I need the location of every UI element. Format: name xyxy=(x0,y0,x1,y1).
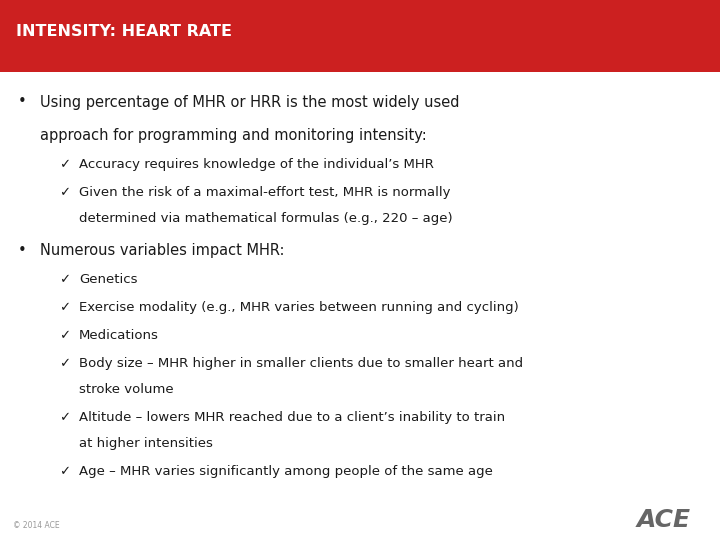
Text: Body size – MHR higher in smaller clients due to smaller heart and: Body size – MHR higher in smaller client… xyxy=(79,357,523,370)
Text: Exercise modality (e.g., MHR varies between running and cycling): Exercise modality (e.g., MHR varies betw… xyxy=(79,301,519,314)
Text: ✓: ✓ xyxy=(59,186,70,199)
Text: •: • xyxy=(18,94,27,110)
Text: ACE: ACE xyxy=(637,508,691,532)
Text: Age – MHR varies significantly among people of the same age: Age – MHR varies significantly among peo… xyxy=(79,465,493,478)
Text: ✓: ✓ xyxy=(59,158,70,171)
Text: Using percentage of MHR or HRR is the most widely used: Using percentage of MHR or HRR is the mo… xyxy=(40,94,459,110)
FancyBboxPatch shape xyxy=(0,62,720,72)
Text: stroke volume: stroke volume xyxy=(79,383,174,396)
Text: Medications: Medications xyxy=(79,329,159,342)
Text: approach for programming and monitoring intensity:: approach for programming and monitoring … xyxy=(40,128,426,143)
Text: Altitude – lowers MHR reached due to a client’s inability to train: Altitude – lowers MHR reached due to a c… xyxy=(79,411,505,424)
Text: Accuracy requires knowledge of the individual’s MHR: Accuracy requires knowledge of the indiv… xyxy=(79,158,434,171)
Text: ✓: ✓ xyxy=(59,411,70,424)
Text: Given the risk of a maximal-effort test, MHR is normally: Given the risk of a maximal-effort test,… xyxy=(79,186,451,199)
Text: Numerous variables impact MHR:: Numerous variables impact MHR: xyxy=(40,243,284,258)
Text: © 2014 ACE: © 2014 ACE xyxy=(13,521,60,530)
Text: INTENSITY: HEART RATE: INTENSITY: HEART RATE xyxy=(16,24,232,38)
Text: •: • xyxy=(18,243,27,258)
Text: ✓: ✓ xyxy=(59,357,70,370)
Text: ✓: ✓ xyxy=(59,301,70,314)
Text: ✓: ✓ xyxy=(59,465,70,478)
Text: determined via mathematical formulas (e.g., 220 – age): determined via mathematical formulas (e.… xyxy=(79,212,453,225)
Text: at higher intensities: at higher intensities xyxy=(79,437,213,450)
FancyBboxPatch shape xyxy=(0,0,720,62)
Text: ✓: ✓ xyxy=(59,329,70,342)
Text: ✓: ✓ xyxy=(59,273,70,286)
Text: Genetics: Genetics xyxy=(79,273,138,286)
